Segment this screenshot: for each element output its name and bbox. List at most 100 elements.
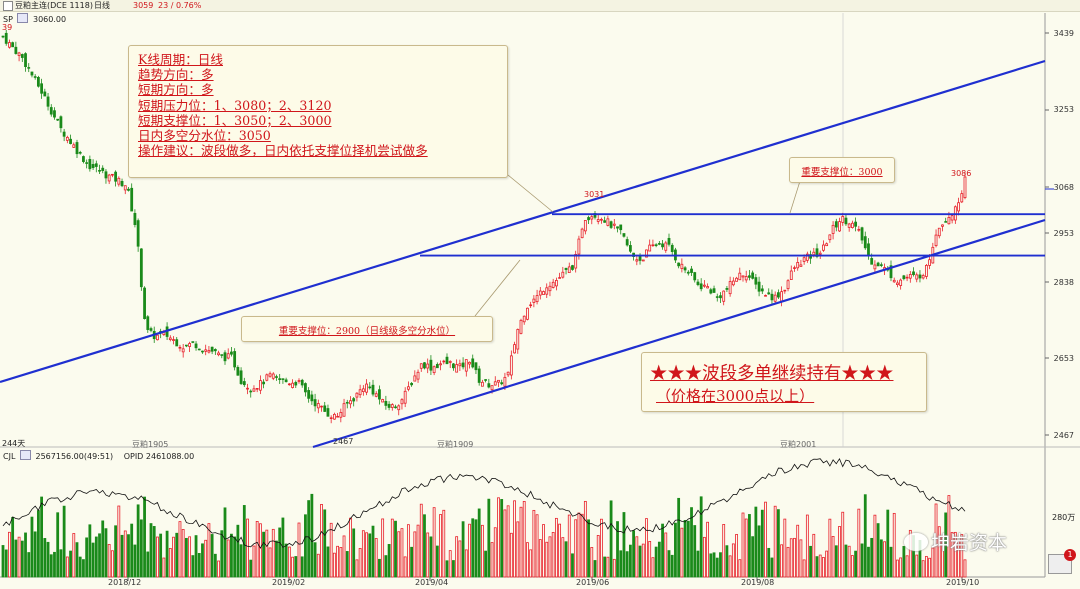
candle-body <box>371 384 375 395</box>
candle-body <box>374 393 378 397</box>
volume-bar <box>249 559 253 578</box>
candle-body <box>368 386 372 389</box>
candle-body <box>841 216 845 223</box>
candle-body <box>320 405 323 408</box>
volume-bar <box>764 501 767 578</box>
candle-body <box>854 221 858 227</box>
candle-body <box>82 156 85 162</box>
candle-body <box>191 341 195 343</box>
candle-body <box>432 366 436 374</box>
candle-body <box>760 288 764 292</box>
x-tick-2019-02: 2019/02 <box>272 578 306 587</box>
candle-body <box>323 405 327 412</box>
candle-body <box>554 280 558 287</box>
candle-body <box>529 304 533 307</box>
volume-bar <box>706 521 710 578</box>
x-tick-2018-12: 2018/12 <box>108 578 142 587</box>
volume-bar <box>529 549 533 578</box>
volume-bar <box>651 557 655 578</box>
candle-body <box>828 234 832 241</box>
candle-body <box>764 295 767 297</box>
volume-bar <box>770 557 774 578</box>
watermark: 坤岩资本 <box>904 528 1007 555</box>
volume-bar <box>271 528 275 578</box>
candle-body <box>410 382 414 386</box>
volume-bar <box>14 539 18 578</box>
volume-bar <box>265 529 269 578</box>
candle-body <box>136 220 140 247</box>
candle-body <box>625 239 629 246</box>
volume-bar <box>635 536 639 578</box>
volume-bar <box>519 506 523 578</box>
menu-icon[interactable] <box>3 1 13 11</box>
period-label[interactable]: 日线 <box>94 1 110 10</box>
volume-bar <box>426 532 430 578</box>
x-tick-2019-04: 2019/04 <box>415 578 449 587</box>
support-2900-box: 重要支撑位：2900（日线级多空分水位） <box>241 316 493 342</box>
volume-bar <box>220 530 224 578</box>
volume-bar <box>403 556 407 578</box>
volume-bar <box>416 524 420 578</box>
expand-icon[interactable] <box>17 13 29 23</box>
volume-bar <box>468 523 471 578</box>
candle-body <box>503 376 507 387</box>
volume-bar <box>500 499 504 578</box>
volume-bar <box>738 559 742 578</box>
volume-bar <box>252 545 256 578</box>
candle-body <box>490 385 494 391</box>
vol-expand-icon[interactable] <box>19 450 31 460</box>
candle-body <box>181 348 185 353</box>
volume-bar <box>419 503 423 578</box>
candle-body <box>291 382 294 388</box>
candle-body <box>551 281 555 288</box>
candle-body <box>744 276 748 281</box>
volume-bar <box>622 512 626 578</box>
volume-bar <box>896 559 899 578</box>
volume-bar <box>664 532 668 578</box>
volume-bar <box>722 524 726 578</box>
x-tick-2019-08: 2019/08 <box>741 578 775 587</box>
volume-bar <box>741 512 745 578</box>
volume-bar <box>464 549 468 578</box>
volume-bar <box>435 545 439 578</box>
candle-body <box>641 259 645 262</box>
volume-bar <box>600 518 603 578</box>
volume-bar <box>548 536 552 578</box>
volume-bar <box>284 543 288 578</box>
candle-body <box>184 344 188 347</box>
candle-body <box>130 187 134 212</box>
candle-body <box>384 400 388 406</box>
volume-bar <box>323 509 327 578</box>
volume-bar <box>957 540 960 578</box>
candle-body <box>722 290 726 302</box>
volume-bar <box>406 524 410 578</box>
candle-body <box>426 363 430 369</box>
candle-body <box>114 171 118 182</box>
volume-bar <box>953 531 957 578</box>
volume-bar <box>580 513 584 578</box>
candle-body <box>316 403 320 409</box>
volume-bar <box>583 500 587 578</box>
candle-body <box>896 282 899 285</box>
volume-bar <box>27 552 31 578</box>
volume-bar <box>82 559 85 578</box>
volume-bar <box>625 551 629 578</box>
candle-body <box>731 280 735 286</box>
message-icon[interactable]: 1 <box>1048 549 1076 574</box>
candle-body <box>937 227 941 237</box>
volume-bar <box>728 555 732 578</box>
candle-body <box>944 221 948 223</box>
candle-body <box>230 351 233 355</box>
candle-body <box>805 253 809 261</box>
support-3000-leader <box>789 180 801 214</box>
candle-body <box>78 151 82 154</box>
candle-body <box>46 96 50 107</box>
candle-body <box>670 244 674 252</box>
annotation-line-period: K线周期：日线 <box>138 52 223 67</box>
candle-body <box>220 354 224 356</box>
volume-bar <box>487 498 491 578</box>
volume-bar <box>574 519 578 578</box>
candle-body <box>24 53 27 67</box>
volume-bar <box>91 542 95 578</box>
